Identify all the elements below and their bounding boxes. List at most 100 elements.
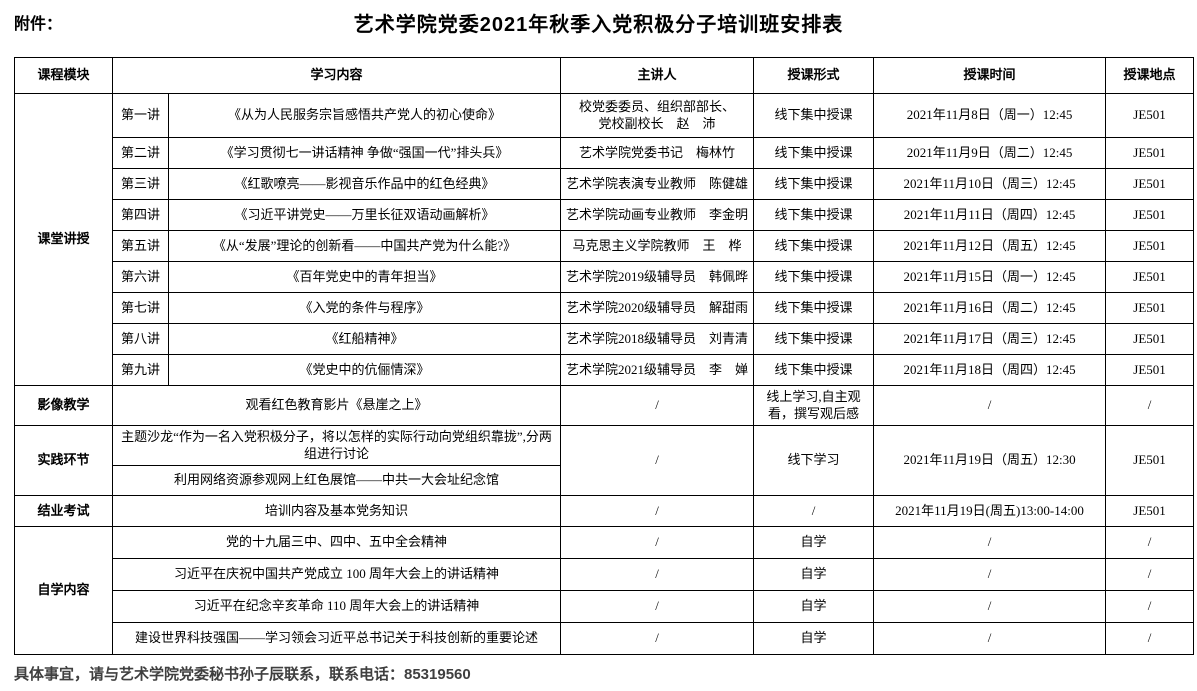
practice-row: 实践环节 主题沙龙“作为一名入党积极分子，将以怎样的实际行动向党组织靠拢”,分两… <box>14 425 1195 496</box>
lecture-no-cell: 第一讲 <box>112 93 169 138</box>
self-study-row: 建设世界科技强国——学习领会习近平总书记关于科技创新的重要论述 / 自学 / / <box>15 622 1195 655</box>
lecture-speaker-cell: 艺术学院2021级辅导员 李 婵 <box>560 354 755 386</box>
attachment-label: 附件： <box>14 16 63 33</box>
video-location-cell: / <box>1105 385 1195 426</box>
lecture-format-cell: 线下集中授课 <box>753 292 875 324</box>
header-row: 课程模块 学习内容 主讲人 授课形式 授课时间 授课地点 <box>14 57 1195 94</box>
lecture-location-cell: JE501 <box>1105 199 1195 231</box>
lecture-time-cell: 2021年11月16日（周二）12:45 <box>873 292 1107 324</box>
lecture-row: 第九讲 《党史中的伉俪情深》 艺术学院2021级辅导员 李 婵 线下集中授课 2… <box>15 354 1195 386</box>
lecture-location-cell: JE501 <box>1105 168 1195 200</box>
header-time: 授课时间 <box>873 57 1107 94</box>
lecture-topic-cell: 《入党的条件与程序》 <box>167 292 562 324</box>
exam-speaker-cell: / <box>560 495 755 527</box>
lecture-topic-cell: 《红歌嘹亮——影视音乐作品中的红色经典》 <box>167 168 562 200</box>
exam-format-cell: / <box>753 495 875 527</box>
self-study-location-cell: / <box>1105 622 1195 655</box>
lecture-location-cell: JE501 <box>1105 261 1195 293</box>
practice-content2-cell: 利用网络资源参观网上红色展馆——中共一大会址纪念馆 <box>111 465 562 496</box>
page-title: 艺术学院党委2021年秋季入党积极分子培训班安排表 <box>353 14 844 36</box>
self-study-row: 自学内容 党的十九届三中、四中、五中全会精神 / 自学 / / <box>14 526 1195 655</box>
self-study-row: 习近平在纪念辛亥革命 110 周年大会上的讲话精神 / 自学 / / <box>15 590 1195 623</box>
practice-location-cell: JE501 <box>1105 425 1195 496</box>
lecture-no-cell: 第四讲 <box>112 199 169 231</box>
self-study-speaker-cell: / <box>560 622 755 655</box>
exam-content-cell: 培训内容及基本党务知识 <box>111 495 562 527</box>
module-cell-video: 影像教学 <box>14 385 113 426</box>
header-module: 课程模块 <box>14 57 113 94</box>
lecture-no-cell: 第三讲 <box>112 168 169 200</box>
self-study-location-cell: / <box>1105 558 1195 591</box>
lecture-location-cell: JE501 <box>1105 354 1195 386</box>
lecture-time-cell: 2021年11月12日（周五）12:45 <box>873 230 1107 262</box>
lecture-location-cell: JE501 <box>1105 230 1195 262</box>
lecture-time-cell: 2021年11月10日（周三）12:45 <box>873 168 1107 200</box>
self-study-location-cell: / <box>1105 526 1195 559</box>
lecture-no-cell: 第六讲 <box>112 261 169 293</box>
practice-row: 利用网络资源参观网上红色展馆——中共一大会址纪念馆 <box>15 465 1194 496</box>
self-study-content-cell: 建设世界科技强国——学习领会习近平总书记关于科技创新的重要论述 <box>111 622 562 655</box>
lecture-speaker-cell: 艺术学院2019级辅导员 韩佩晔 <box>560 261 755 293</box>
lecture-row: 第八讲 《红船精神》 艺术学院2018级辅导员 刘青清 线下集中授课 2021年… <box>15 323 1195 355</box>
lecture-location-cell: JE501 <box>1105 292 1195 324</box>
exam-time-cell: 2021年11月19日(周五)13:00-14:00 <box>873 495 1107 527</box>
lecture-row: 第二讲 《学习贯彻七一讲话精神 争做“强国一代”排头兵》 艺术学院党委书记 梅林… <box>15 137 1195 169</box>
module-cell-exam: 结业考试 <box>14 495 113 527</box>
lecture-topic-cell: 《学习贯彻七一讲话精神 争做“强国一代”排头兵》 <box>167 137 562 169</box>
lecture-no-cell: 第九讲 <box>112 354 169 386</box>
header-location: 授课地点 <box>1105 57 1195 94</box>
self-study-content-cell: 习近平在庆祝中国共产党成立 100 周年大会上的讲话精神 <box>111 558 562 591</box>
header-content: 学习内容 <box>111 57 562 94</box>
exam-row: 结业考试 培训内容及基本党务知识 / / 2021年11月19日(周五)13:0… <box>14 495 1195 527</box>
lecture-no-cell: 第二讲 <box>112 137 169 169</box>
lecture-speaker-cell: 校党委委员、组织部部长、 党校副校长 赵 沛 <box>560 93 755 138</box>
lecture-row: 第四讲 《习近平讲党史——万里长征双语动画解析》 艺术学院动画专业教师 李金明 … <box>15 199 1195 231</box>
lecture-no-cell: 第七讲 <box>112 292 169 324</box>
header-speaker: 主讲人 <box>560 57 755 94</box>
lecture-topic-cell: 《百年党史中的青年担当》 <box>167 261 562 293</box>
self-study-speaker-cell: / <box>560 590 755 623</box>
self-study-time-cell: / <box>873 558 1107 591</box>
lecture-location-cell: JE501 <box>1105 323 1195 355</box>
lecture-topic-cell: 《习近平讲党史——万里长征双语动画解析》 <box>167 199 562 231</box>
self-study-speaker-cell: / <box>560 526 755 559</box>
lecture-no-cell: 第五讲 <box>112 230 169 262</box>
self-study-time-cell: / <box>873 590 1107 623</box>
lecture-format-cell: 线下集中授课 <box>753 323 875 355</box>
lecture-speaker-cell: 艺术学院党委书记 梅林竹 <box>560 137 755 169</box>
lecture-speaker-cell: 艺术学院表演专业教师 陈健雄 <box>560 168 755 200</box>
footer-note: 具体事宜，请与艺术学院党委秘书孙子辰联系，联系电话：85319560 <box>14 666 471 683</box>
lecture-format-cell: 线下集中授课 <box>753 93 875 138</box>
lecture-format-cell: 线下集中授课 <box>753 354 875 386</box>
self-study-format-cell: 自学 <box>753 622 875 655</box>
self-study-speaker-cell: / <box>560 558 755 591</box>
lecture-time-cell: 2021年11月11日（周四）12:45 <box>873 199 1107 231</box>
self-study-content-cell: 党的十九届三中、四中、五中全会精神 <box>111 526 562 559</box>
header-format: 授课形式 <box>753 57 875 94</box>
module-cell-classroom: 课堂讲授 <box>14 93 113 386</box>
video-time-cell: / <box>873 385 1107 426</box>
lecture-row: 第七讲 《入党的条件与程序》 艺术学院2020级辅导员 解甜雨 线下集中授课 2… <box>15 292 1195 324</box>
lecture-format-cell: 线下集中授课 <box>753 230 875 262</box>
lecture-location-cell: JE501 <box>1105 137 1195 169</box>
lecture-time-cell: 2021年11月9日（周二）12:45 <box>873 137 1107 169</box>
lecture-speaker-cell: 马克思主义学院教师 王 桦 <box>560 230 755 262</box>
lecture-time-cell: 2021年11月18日（周四）12:45 <box>873 354 1107 386</box>
lecture-speaker-cell: 艺术学院2018级辅导员 刘青清 <box>560 323 755 355</box>
lecture-format-cell: 线下集中授课 <box>753 137 875 169</box>
lecture-location-cell: JE501 <box>1105 93 1195 138</box>
lecture-topic-cell: 《党史中的伉俪情深》 <box>167 354 562 386</box>
video-content-cell: 观看红色教育影片《悬崖之上》 <box>111 385 562 426</box>
lecture-format-cell: 线下集中授课 <box>753 199 875 231</box>
lecture-topic-cell: 《从为人民服务宗旨感悟共产党人的初心使命》 <box>167 93 562 138</box>
lecture-time-cell: 2021年11月17日（周三）12:45 <box>873 323 1107 355</box>
video-speaker-cell: / <box>560 385 755 426</box>
lecture-time-cell: 2021年11月15日（周一）12:45 <box>873 261 1107 293</box>
self-study-row: 习近平在庆祝中国共产党成立 100 周年大会上的讲话精神 / 自学 / / <box>15 558 1195 591</box>
self-study-content-cell: 习近平在纪念辛亥革命 110 周年大会上的讲话精神 <box>111 590 562 623</box>
lecture-topic-cell: 《从“发展”理论的创新看——中国共产党为什么能?》 <box>167 230 562 262</box>
video-row: 影像教学 观看红色教育影片《悬崖之上》 / 线上学习,自主观看，撰写观后感 / … <box>14 385 1195 426</box>
module-cell-self-study: 自学内容 <box>14 526 113 655</box>
lecture-speaker-cell: 艺术学院动画专业教师 李金明 <box>560 199 755 231</box>
